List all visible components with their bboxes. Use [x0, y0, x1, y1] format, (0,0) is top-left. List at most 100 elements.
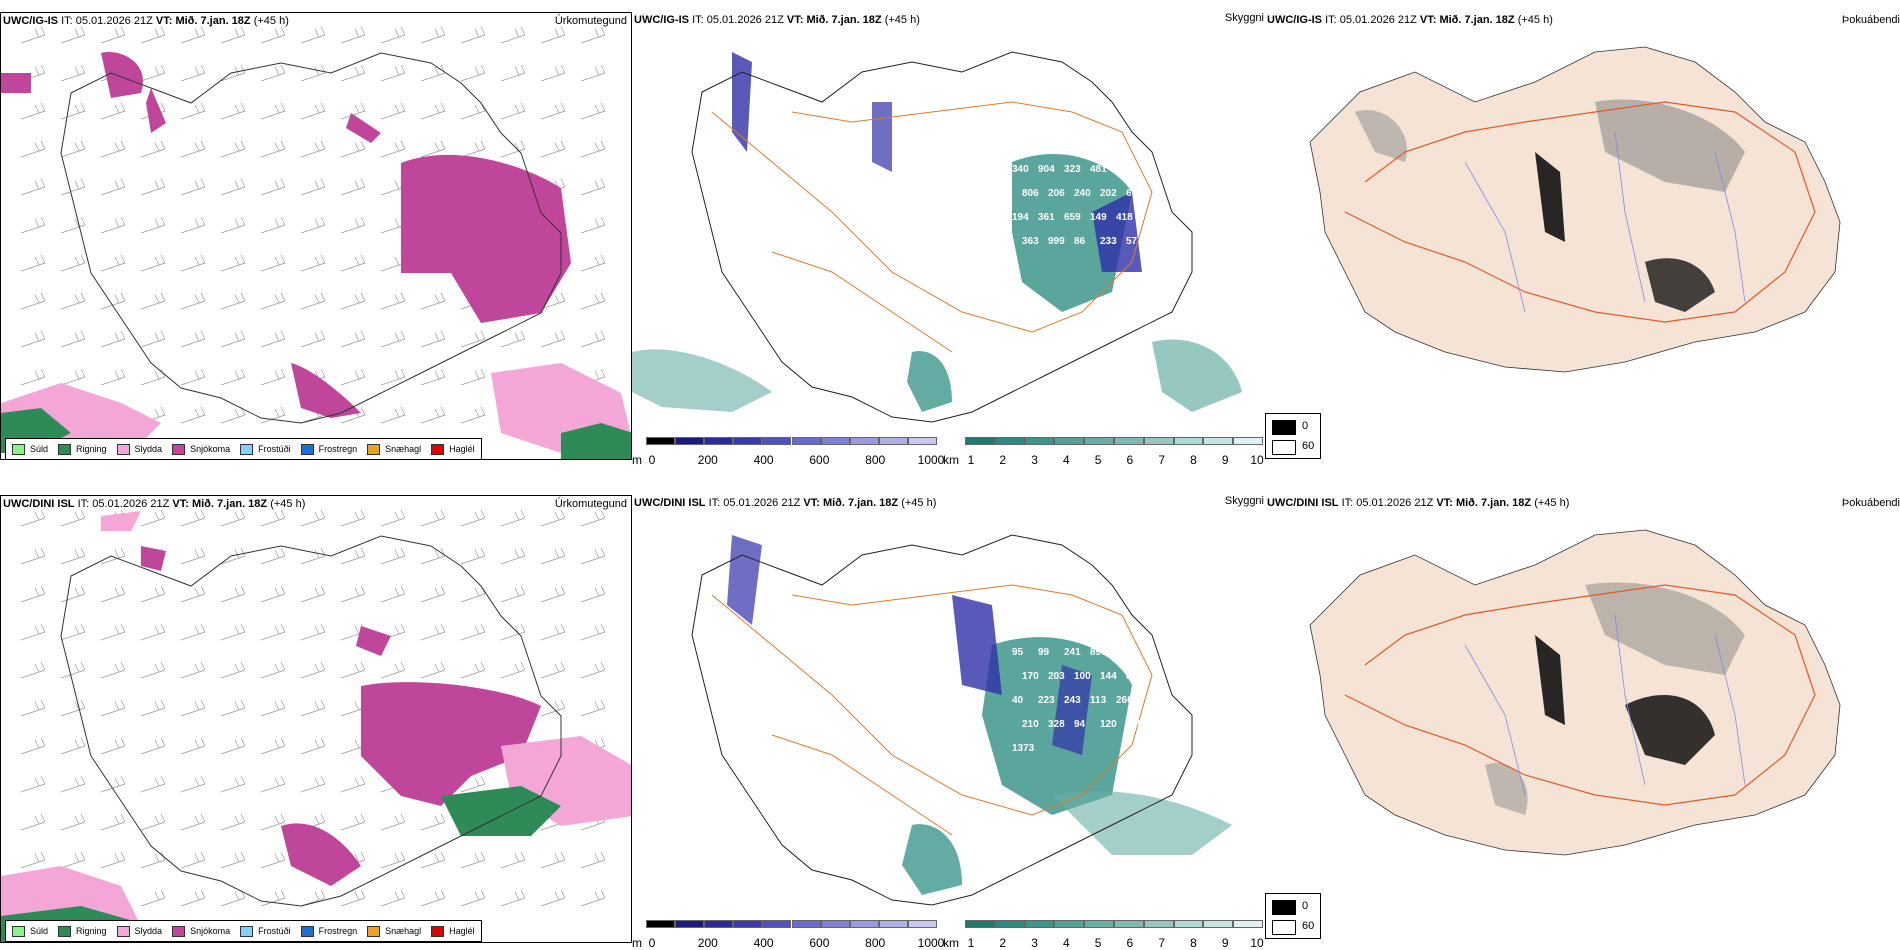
- wind-barb: [60, 623, 86, 641]
- wind-barb: [540, 661, 566, 679]
- wind-barb: [220, 140, 246, 158]
- colorbar-segment: [965, 920, 995, 928]
- fog-areas: [1355, 99, 1745, 312]
- wind-barb: [460, 775, 486, 793]
- wind-barb: [180, 64, 206, 82]
- wind-barb: [20, 585, 46, 603]
- wind-barb: [180, 737, 206, 755]
- wind-barb: [20, 509, 46, 527]
- colorbar-tick: 0: [648, 453, 656, 467]
- fog-map-bottom: [1309, 529, 1841, 856]
- cloud-base-area: [1052, 665, 1092, 755]
- wind-barb: [460, 547, 486, 565]
- colorbar-tick: 0: [648, 936, 656, 950]
- wind-barb: [260, 661, 286, 679]
- colorbar-tick: 9: [1221, 936, 1229, 950]
- colorbar-segment: [907, 920, 937, 928]
- precip-map-bottom: [1, 509, 631, 942]
- cloud-base-label: 170: [1022, 671, 1039, 682]
- colorbar-tick: 800: [865, 936, 886, 950]
- wind-barb: [100, 254, 126, 272]
- wind-barb: [20, 178, 46, 196]
- legend-item: Frostregn: [300, 925, 357, 937]
- wind-barb: [460, 102, 486, 120]
- colorbar-tick: 1000: [917, 453, 945, 467]
- wind-barb: [460, 851, 486, 869]
- cloud-base-label: 113: [1090, 695, 1107, 706]
- cloud-base-label: 659: [1064, 212, 1081, 223]
- cloud-base-label: 328: [1048, 719, 1065, 730]
- legend-item: Frostregn: [300, 443, 357, 455]
- legend-item: Rigning: [58, 925, 107, 937]
- colorbar-tick: 400: [753, 453, 774, 467]
- wind-barb: [340, 547, 366, 565]
- wind-barb: [20, 254, 46, 272]
- colorbar-segment: [762, 437, 792, 445]
- wind-barb: [260, 216, 286, 234]
- wind-barb: [60, 216, 86, 234]
- precip-map-top: [1, 26, 631, 459]
- panel-title-cloud-top: Skyggni: [1224, 12, 1264, 24]
- wind-barb: [580, 254, 606, 272]
- wind-barb: [260, 813, 286, 831]
- iceland-outline: [691, 534, 1193, 906]
- wind-barb: [140, 661, 166, 679]
- wind-barb: [580, 661, 606, 679]
- colorbar-unit: km: [943, 936, 959, 950]
- wind-barb: [460, 661, 486, 679]
- wind-barb: [140, 292, 166, 310]
- header-bottom-right: UWC/DINI ISL IT: 05.01.2026 21Z VT: Mið.…: [1267, 497, 1570, 509]
- wind-barb: [380, 140, 406, 158]
- wind-barb: [420, 330, 446, 348]
- wind-barb: [180, 26, 206, 44]
- wind-barb: [460, 368, 486, 386]
- snow-region: [146, 88, 166, 133]
- wind-barb: [540, 623, 566, 641]
- colorbar-segment: [1143, 437, 1174, 445]
- wind-barb: [580, 102, 606, 120]
- cloud-base-area: [872, 102, 892, 172]
- colorbar-segment: [965, 437, 995, 445]
- wind-barb: [60, 775, 86, 793]
- wind-barb: [300, 140, 326, 158]
- colorbar-segment: [704, 920, 734, 928]
- visibility-area: [1152, 339, 1242, 412]
- wind-barb: [420, 140, 446, 158]
- wind-barb: [420, 509, 446, 527]
- wind-barb: [340, 775, 366, 793]
- precip-type-panel-top: UWC/IG-IS IT: 05.01.2026 21Z VT: Mið. 7.…: [0, 12, 632, 460]
- wind-barb: [380, 851, 406, 869]
- wind-barb: [140, 26, 166, 44]
- colorbar-tick: 2: [999, 936, 1007, 950]
- legend-item: Haglél: [431, 443, 475, 455]
- legend-item: Snjókoma: [172, 925, 230, 937]
- wind-barb: [500, 509, 526, 527]
- wind-barb: [20, 330, 46, 348]
- colorbar-tick: 9: [1221, 453, 1229, 467]
- wind-barb: [260, 699, 286, 717]
- fog-region: [1595, 99, 1745, 192]
- fog-panel-top: UWC/IG-IS IT: 05.01.2026 21Z VT: Mið. 7.…: [1265, 12, 1900, 412]
- panel-title-cloud-bottom: Skyggni: [1224, 495, 1264, 507]
- wind-barb: [300, 178, 326, 196]
- colorbar-tick: 3: [1031, 453, 1038, 467]
- colorbar-tick: 1: [967, 936, 975, 950]
- wind-barb: [340, 889, 366, 907]
- colorbar-segment: [878, 437, 908, 445]
- wind-barb: [140, 330, 166, 348]
- wind-barb: [340, 509, 366, 527]
- colorbar-unit: m: [632, 453, 642, 467]
- wind-barb: [580, 26, 606, 44]
- wind-barb: [20, 216, 46, 234]
- rain-region: [561, 423, 631, 459]
- cloud-base-label: 94: [1074, 719, 1086, 730]
- colorbar-tick: 1: [967, 453, 975, 467]
- wind-barb: [60, 851, 86, 869]
- cloud-base-labels: 340 904 323 481 435 806 206 240 202 674 194 361 659 1…: [1012, 164, 1143, 247]
- fog-swatch: [1272, 900, 1296, 915]
- wind-barb: [220, 889, 246, 907]
- fog-swatch: [1272, 920, 1296, 935]
- colorbar-segment: [1114, 920, 1144, 928]
- snow-region: [1, 73, 31, 93]
- cloud-base-label: 361: [1038, 212, 1055, 223]
